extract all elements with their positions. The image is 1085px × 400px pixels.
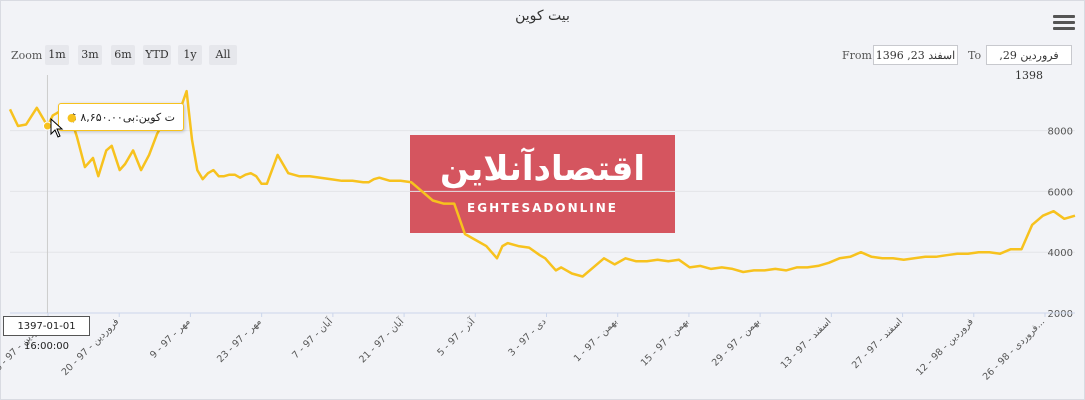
y-tick-label: 8000 (1048, 127, 1073, 138)
zoom-6m-button[interactable]: 6m (111, 45, 135, 65)
zoom-3m-button[interactable]: 3m (78, 45, 102, 65)
zoom-1y-button[interactable]: 1y (178, 45, 202, 65)
x-tick-label: 12 - 98 - فروردین (914, 316, 976, 378)
pointer-arrow-icon (50, 118, 64, 138)
x-tick-label: 15 - 97 - بهمن (639, 316, 691, 368)
x-tick-label: 26 - 98 - فروردی... (981, 316, 1047, 382)
x-tick-label: 21 - 97 - آبان (356, 315, 407, 366)
watermark-subtext: EGHTESADONLINE (467, 201, 618, 215)
zoom-ytd-button[interactable]: YTD (143, 45, 171, 65)
tooltip-dot-icon: ● (67, 111, 77, 124)
range-to-label: To (968, 49, 982, 62)
y-tick-label: 2000 (1048, 309, 1073, 320)
x-tick-label: 5 - 97 - آذر (434, 315, 478, 359)
chart-title: بیت کوین (515, 8, 570, 24)
watermark-text: اقتصادآنلاین (439, 149, 646, 189)
series-tooltip: ● $ ت کوین:بی۸,۶۵۰.۰۰ (58, 103, 184, 131)
x-tick-label: 13 - 97 - اسفند (779, 316, 834, 371)
x-tick-label: 1 - 97 - بهمن (572, 316, 620, 364)
y-tick-label: 6000 (1048, 187, 1073, 198)
zoom-label: Zoom (11, 49, 43, 62)
zoom-all-button[interactable]: All (209, 45, 237, 65)
x-tick-label: 27 - 97 - اسفند (850, 316, 905, 371)
x-tick-label: 29 - 97 - بهمن (710, 316, 762, 368)
x-tick-label: 3 - 97 - دی (506, 316, 548, 358)
range-to-input[interactable]: فروردین 29, 1398 (986, 45, 1072, 82)
watermark-logo: اقتصادآنلاین EGHTESADONLINE (410, 135, 675, 233)
x-tick-label: 7 - 97 - آبان (289, 315, 335, 361)
tooltip-text: $ ت کوین:بی۸,۶۵۰.۰۰ (69, 111, 175, 124)
range-from-input[interactable]: اسفند 23, 1396 (873, 45, 958, 65)
hamburger-icon[interactable] (1053, 12, 1075, 32)
x-tick-label: 9 - 97 - مهر (148, 316, 192, 360)
range-from-label: From (842, 49, 872, 62)
zoom-1m-button[interactable]: 1m (45, 45, 69, 65)
x-tick-label: 23 - 97 - مهر (215, 316, 264, 365)
x-axis-tooltip: 1397-01-01 16:00:00 (3, 316, 90, 352)
y-tick-label: 4000 (1048, 248, 1073, 259)
